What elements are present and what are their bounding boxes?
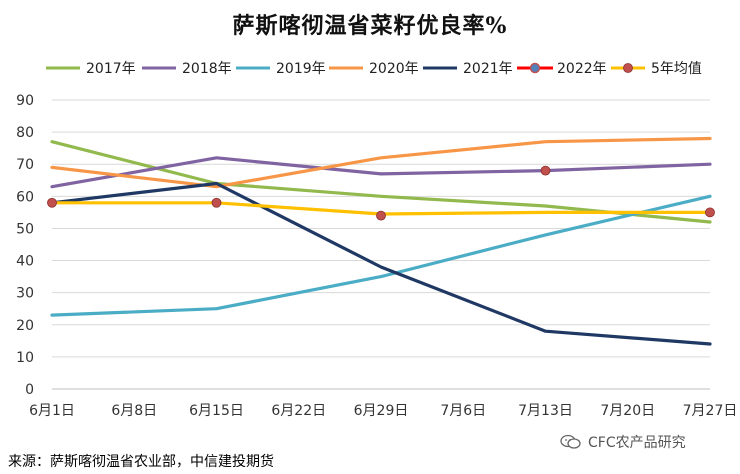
source-note: 来源：萨斯喀彻温省农业部，中信建投期货 <box>8 454 274 470</box>
x-tick-label: 7月27日 <box>683 403 738 419</box>
series-line <box>50 156 712 189</box>
x-tick-label: 6月15日 <box>189 403 244 419</box>
series-line <box>50 181 712 346</box>
x-tick-label: 7月13日 <box>518 403 573 419</box>
legend-marker <box>529 62 541 74</box>
x-tick-label: 6月22日 <box>271 403 326 419</box>
series-line <box>50 194 712 317</box>
y-tick-label: 30 <box>16 286 34 302</box>
series-point-2022 <box>540 165 551 176</box>
legend-label: 2018年 <box>182 61 232 77</box>
legend-label: 2022年 <box>557 61 607 77</box>
x-tick-label: 7月20日 <box>600 403 655 419</box>
x-tick-label: 7月6日 <box>440 403 486 419</box>
legend-label: 5年均值 <box>651 61 702 77</box>
x-tick-label: 6月29日 <box>354 403 409 419</box>
legend-label: 2020年 <box>369 61 419 77</box>
y-tick-label: 0 <box>25 382 34 398</box>
chart-title: 萨斯喀彻温省菜籽优良率% <box>232 13 508 39</box>
legend-label: 2021年 <box>463 61 513 77</box>
series-point-2022 <box>47 197 57 208</box>
y-tick-label: 20 <box>16 318 34 334</box>
legend-label: 2017年 <box>86 61 136 77</box>
series-line <box>50 136 712 189</box>
wechat-icon <box>560 434 581 449</box>
y-tick-label: 90 <box>16 93 34 109</box>
series-point-2022 <box>211 197 222 208</box>
watermark-text: CFC农产品研究 <box>588 435 686 451</box>
y-tick-label: 10 <box>16 350 34 366</box>
legend-label: 2019年 <box>276 61 326 77</box>
y-tick-label: 40 <box>16 254 34 270</box>
x-tick-label: 6月8日 <box>111 403 157 419</box>
legend-marker <box>623 63 633 73</box>
y-tick-label: 50 <box>16 221 34 237</box>
series-point-2022 <box>705 207 715 218</box>
y-tick-label: 80 <box>16 125 34 141</box>
series-point-2022 <box>376 210 386 221</box>
series-line <box>50 140 712 224</box>
y-tick-label: 70 <box>16 157 34 173</box>
x-tick-label: 6月1日 <box>29 403 75 419</box>
y-tick-label: 60 <box>16 189 34 205</box>
watermark: CFC农产品研究 <box>560 432 686 452</box>
